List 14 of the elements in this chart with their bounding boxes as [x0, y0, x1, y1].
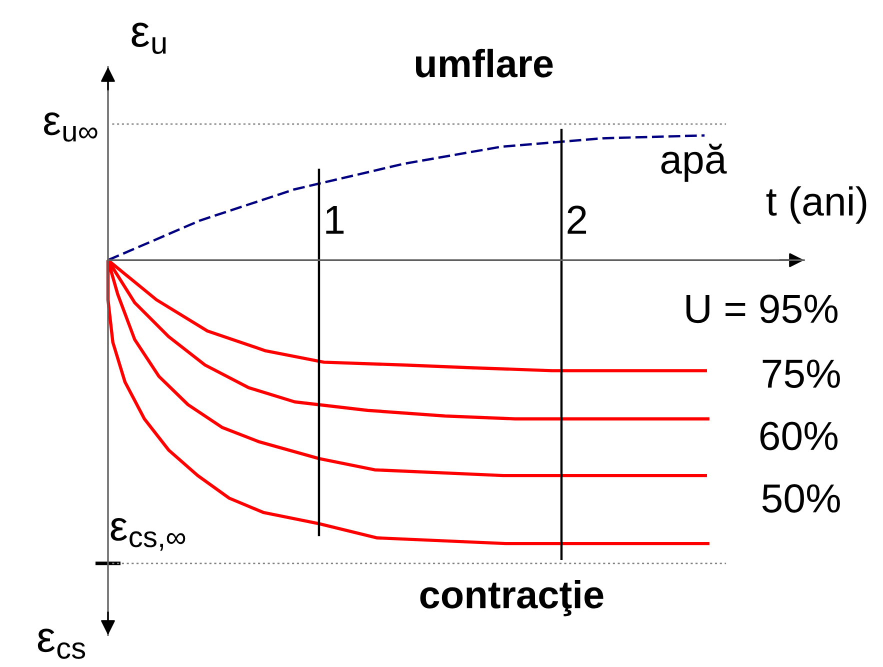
x-tick-label: 2 — [568, 206, 586, 234]
series-label: 75% — [762, 360, 840, 388]
series-label: apă — [661, 144, 727, 182]
series-label: U = 95% — [686, 294, 838, 324]
series-label: 50% — [762, 484, 840, 513]
ref-line-label: ε$_{cs,∞}$ — [110, 518, 186, 551]
text: ε$_{cs}$ — [38, 628, 86, 659]
ref-line-label: ε$_{u∞}$ — [44, 112, 98, 142]
series-label: 60% — [760, 422, 838, 450]
text: contracţie — [420, 580, 604, 616]
x-axis-title: t (ani) — [766, 186, 866, 224]
y-axis-title: ε$_{u}$ — [132, 22, 166, 54]
x-tick-label: 1 — [326, 206, 344, 234]
text: umflare — [416, 48, 553, 78]
